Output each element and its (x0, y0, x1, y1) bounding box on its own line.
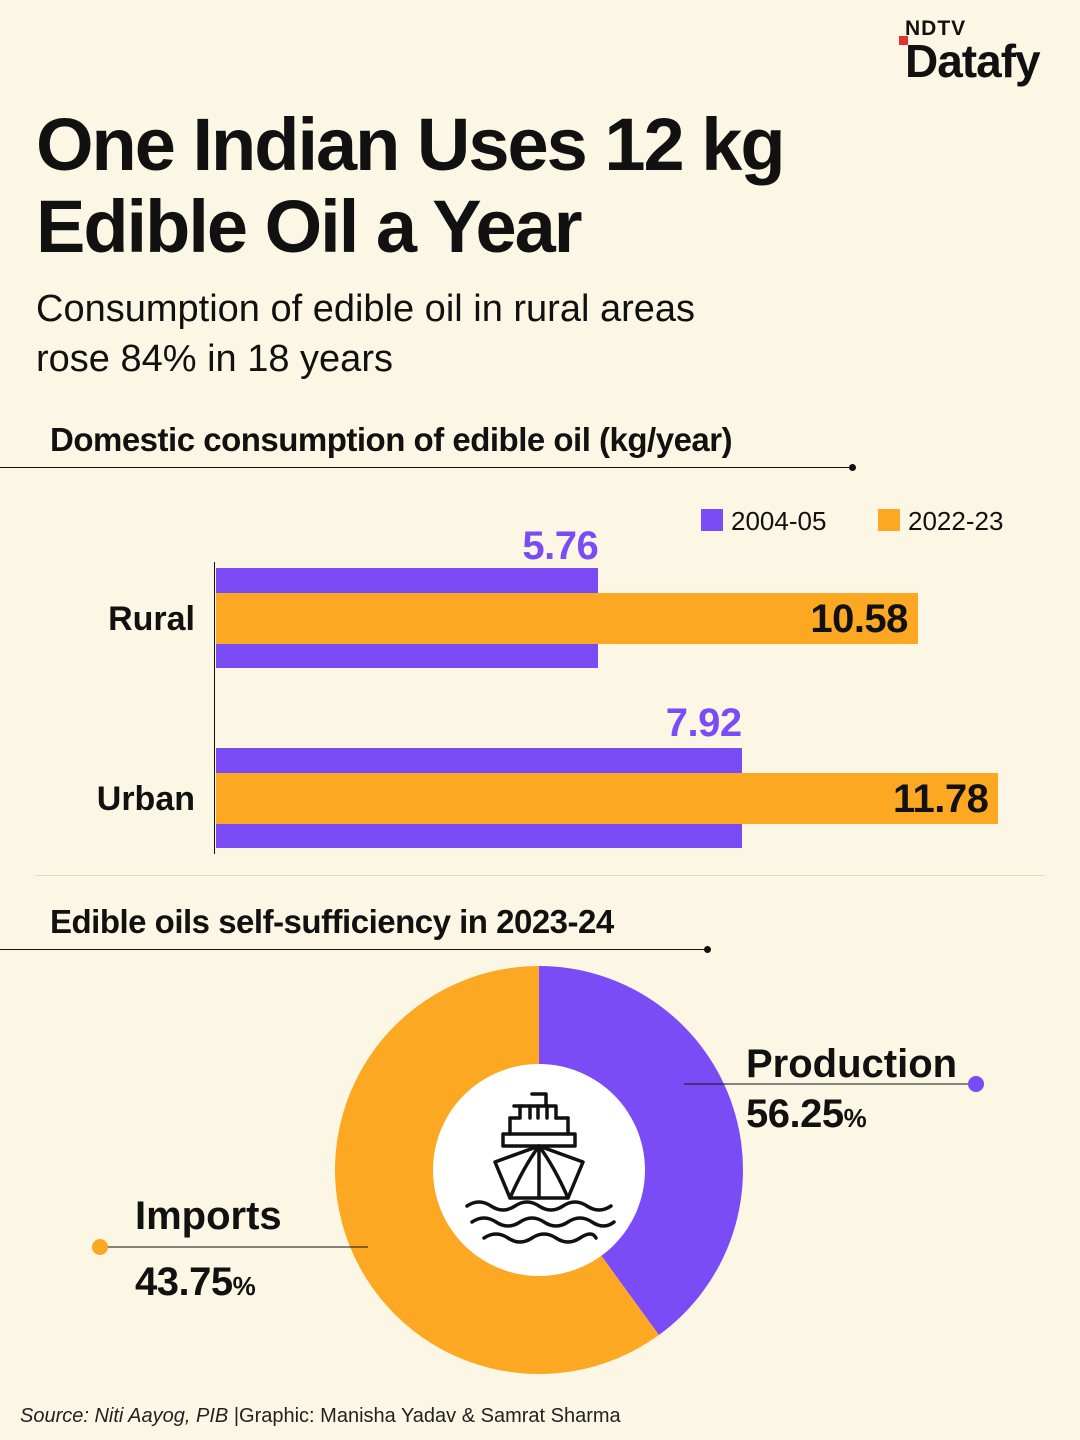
bar-title-rule (0, 467, 852, 468)
donut-title-rule (0, 949, 706, 950)
ship-icon (465, 1092, 616, 1244)
bar-value-rural-2004-05: 5.76 (522, 524, 599, 568)
slice-value-imports-unit: % (232, 1271, 256, 1301)
section-divider (35, 875, 1045, 876)
bar-rural-2022-23 (216, 593, 919, 644)
subtitle-line1: Consumption of edible oil in rural areas (36, 288, 696, 330)
source-line: Source: Niti Aayog, PIB |Graphic: Manish… (20, 1406, 621, 1426)
subtitle-line2: rose 84% in 18 years (36, 338, 393, 380)
brand-datafy: Datafy (905, 35, 1041, 87)
slice-value-production-number: 56.25 (746, 1092, 844, 1136)
legend-swatch-2022-23 (878, 509, 900, 531)
bar-value-urban-2022-23: 11.78 (893, 777, 989, 821)
source-label: Source: Niti Aayog, PIB (20, 1405, 229, 1427)
page-title-line1: One Indian Uses 12 kg (36, 103, 786, 186)
legend-label-2022-23: 2022-23 (908, 506, 1004, 536)
bar-axis-line (214, 562, 215, 854)
donut-title-rule-dot (704, 946, 711, 953)
bar-chart-title: Domestic consumption of edible oil (kg/y… (50, 421, 733, 458)
graphic-credit: Graphic: Manisha Yadav & Samrat Sharma (239, 1405, 621, 1427)
production-leader-dot (968, 1076, 984, 1092)
bar-title-rule-dot (849, 464, 856, 471)
slice-value-imports-number: 43.75 (135, 1260, 233, 1304)
legend-label-2004-05: 2004-05 (731, 506, 827, 536)
slice-label-production: Production (746, 1042, 958, 1086)
donut-chart-title: Edible oils self-sufficiency in 2023-24 (50, 903, 614, 940)
slice-value-production-unit: % (843, 1103, 867, 1133)
bar-value-rural-2022-23: 10.58 (810, 597, 908, 641)
legend-swatch-2004-05 (701, 509, 723, 531)
category-label-urban: Urban (96, 780, 195, 818)
imports-leader-dot (92, 1239, 108, 1255)
brand-accent-dot (899, 36, 908, 45)
bar-value-urban-2004-05: 7.92 (665, 701, 742, 745)
source-separator: | (233, 1405, 240, 1427)
category-label-rural: Rural (108, 600, 195, 638)
brand-ndtv: NDTV (905, 17, 967, 40)
slice-value-imports: 43.75% (135, 1260, 256, 1304)
slice-label-imports: Imports (135, 1194, 282, 1238)
slice-value-production: 56.25% (746, 1092, 867, 1136)
bar-urban-2022-23 (216, 773, 998, 824)
page-title-line2: Edible Oil a Year (36, 185, 583, 268)
